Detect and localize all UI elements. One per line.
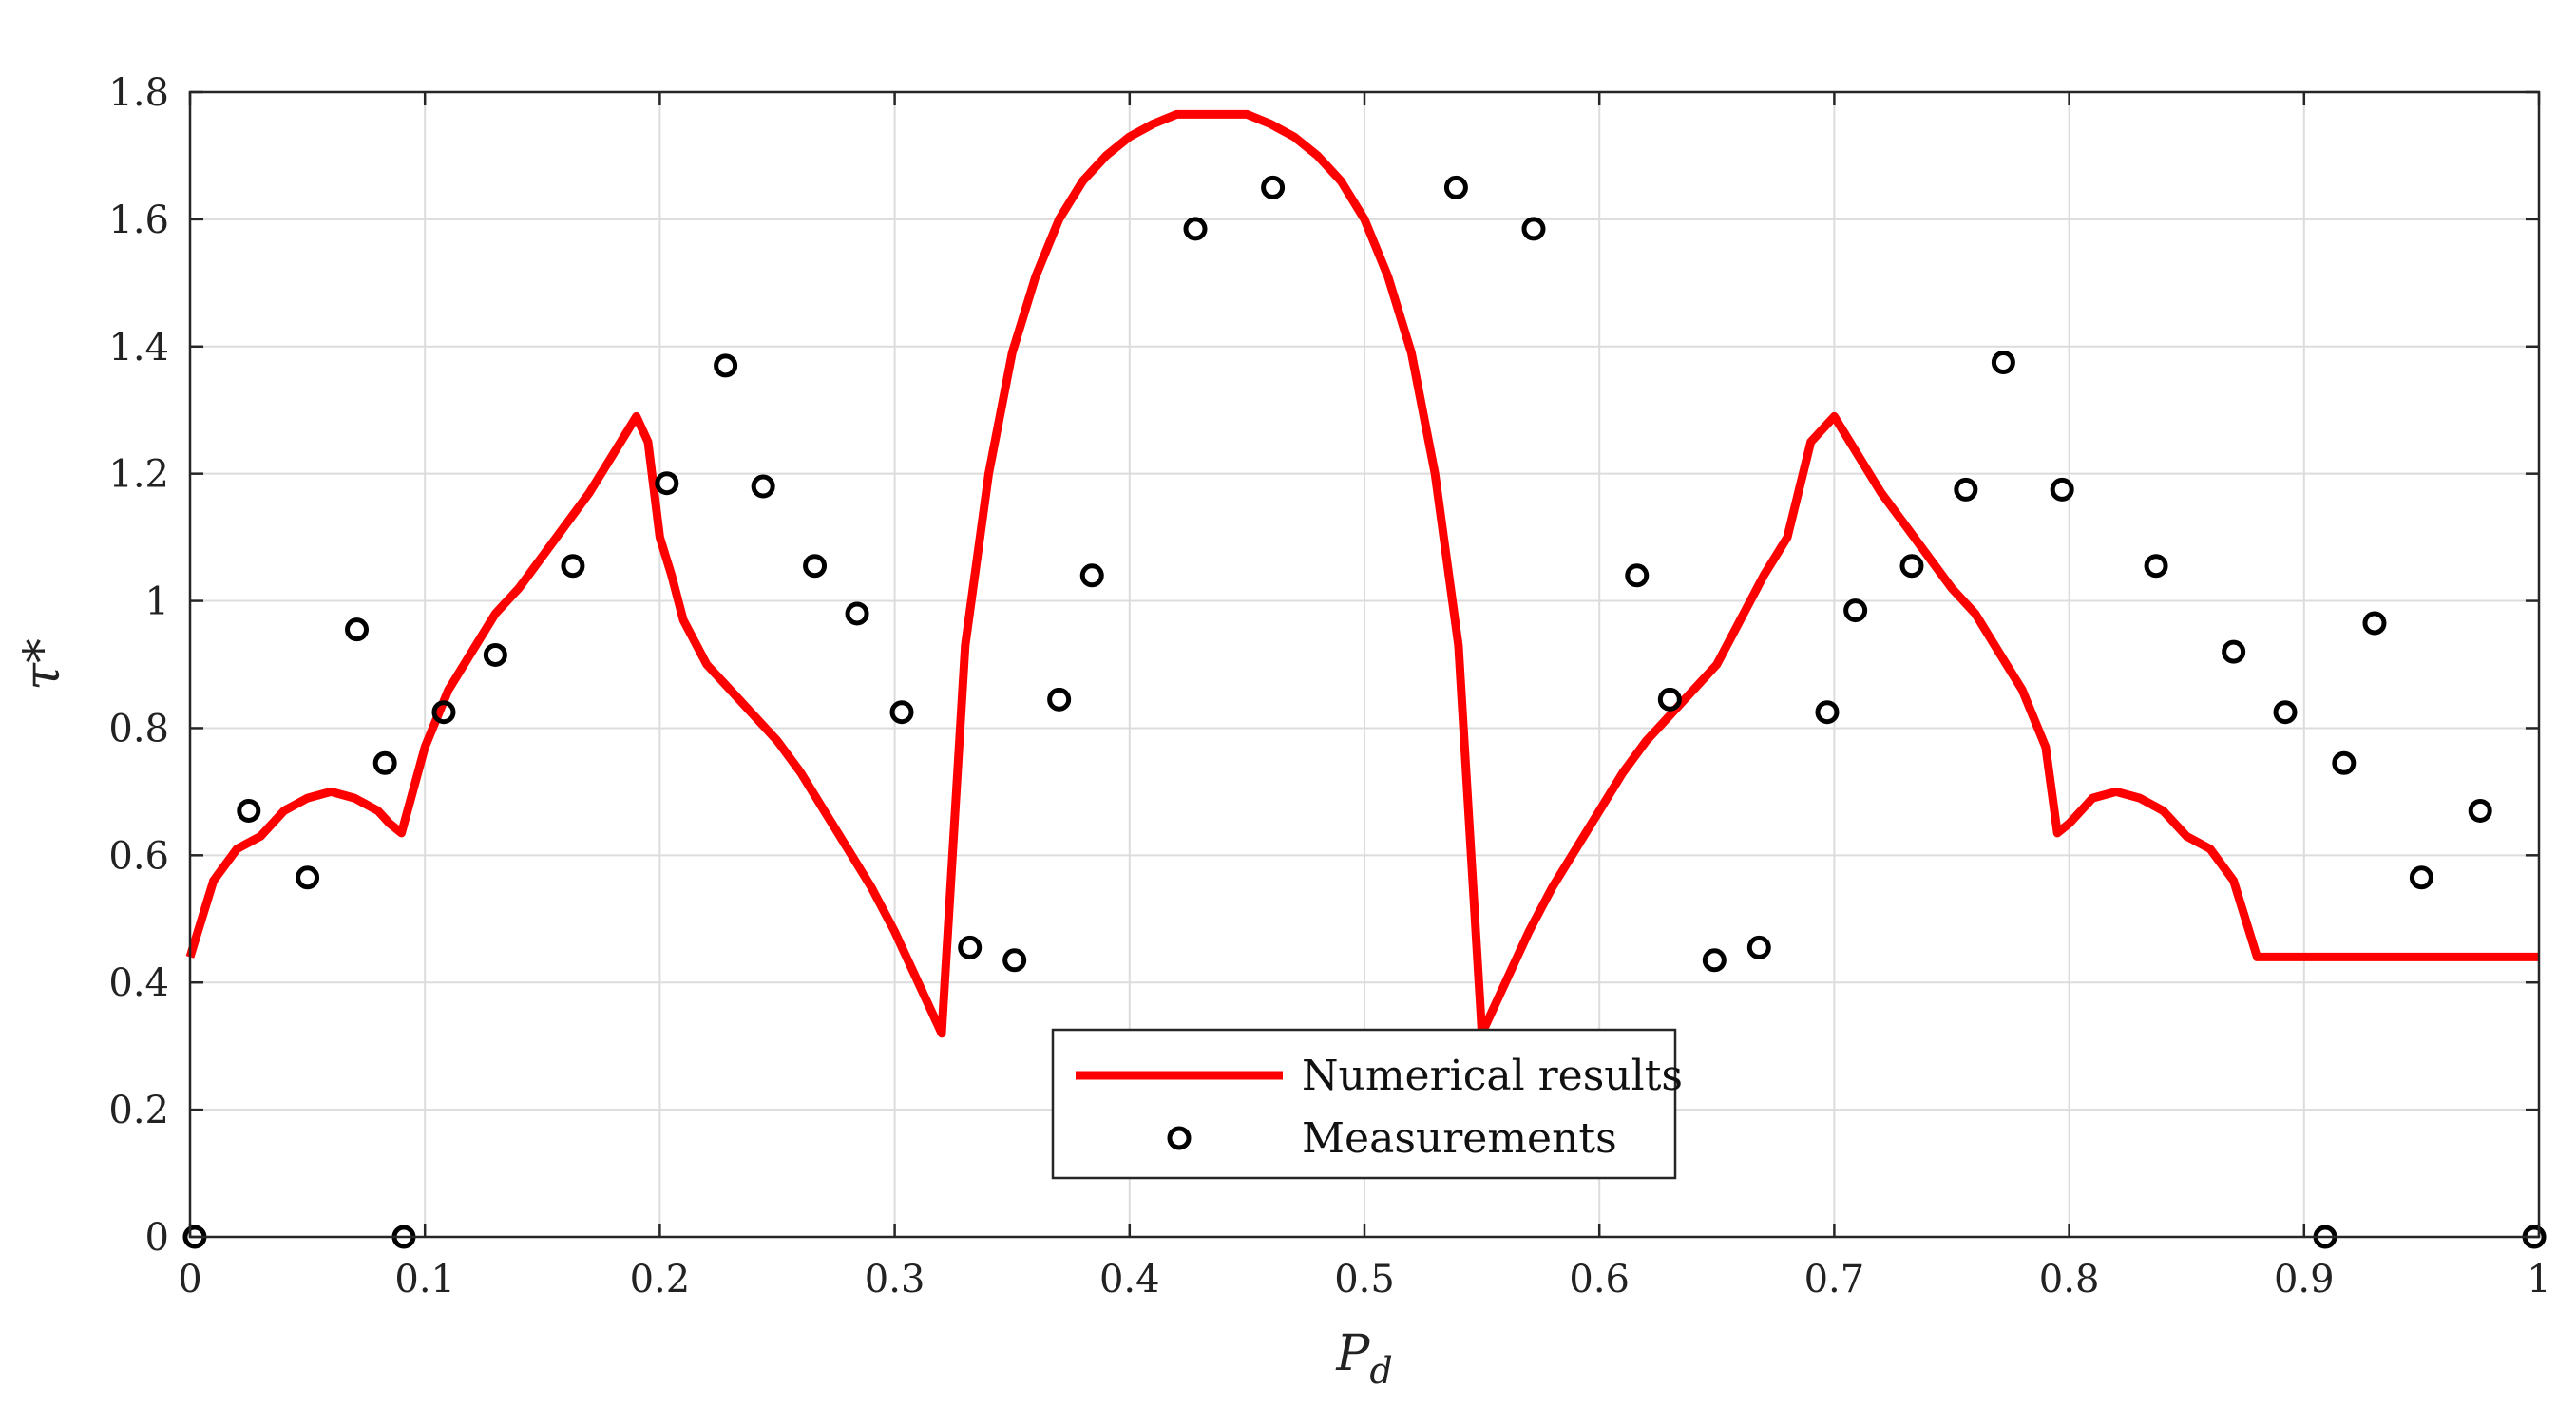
y-tick-labels: 0 0.2 0.4 0.6 0.8 1 1.2 1.4 1.6 1.8 <box>108 71 169 1260</box>
measurement-point <box>1815 700 1840 725</box>
measurement-point <box>2468 798 2492 823</box>
measurement-point <box>561 554 585 579</box>
measurement-point <box>2222 639 2246 664</box>
measurement-point <box>1746 935 1771 959</box>
legend-label-measurements: Measurements <box>1302 1114 1617 1163</box>
x-tick-label: 0.2 <box>630 1258 691 1301</box>
measurement-point <box>803 554 828 579</box>
measurement-point <box>1261 175 1286 199</box>
y-tick-label: 0.6 <box>108 834 169 878</box>
measurement-point <box>1843 598 1868 623</box>
measurement-point <box>1079 563 1104 588</box>
measurement-point <box>1047 687 1072 712</box>
measurement-point <box>655 471 679 496</box>
measurement-point <box>714 353 738 378</box>
legend: Numerical results Measurements <box>1051 1028 1683 1180</box>
measurement-point <box>431 700 456 725</box>
x-tick-label: 0.5 <box>1334 1258 1395 1301</box>
legend-label-numerical-results: Numerical results <box>1302 1052 1683 1100</box>
measurement-point <box>345 617 370 642</box>
measurement-point <box>1002 948 1027 973</box>
measurement-point <box>1954 477 1978 502</box>
x-tick-label: 0.1 <box>394 1258 455 1301</box>
measurement-point <box>751 474 775 499</box>
measurement-point <box>1183 217 1208 241</box>
y-tick-label: 1.6 <box>108 199 169 242</box>
x-tick-labels: 0 0.1 0.2 0.3 0.4 0.5 0.6 0.7 0.8 0.9 1 <box>178 1258 2550 1301</box>
y-tick-label: 1.4 <box>108 326 169 370</box>
measurement-point <box>2362 611 2387 636</box>
x-tick-label: 0 <box>178 1258 201 1301</box>
y-tick-label: 0.2 <box>108 1089 169 1132</box>
measurement-point <box>1991 351 2015 375</box>
measurement-point <box>296 865 320 890</box>
measurement-point <box>483 642 507 667</box>
ticks <box>188 90 2541 1239</box>
x-tick-label: 0.4 <box>1099 1258 1160 1301</box>
x-tick-label: 0.6 <box>1569 1258 1630 1301</box>
x-tick-label: 1 <box>2527 1258 2550 1301</box>
y-tick-label: 1.8 <box>108 71 169 115</box>
measurement-point <box>2273 700 2298 725</box>
y-tick-label: 0.8 <box>108 707 169 750</box>
measurement-point <box>2332 750 2357 775</box>
numerical-results-line <box>185 109 2539 1038</box>
measurement-point <box>889 700 914 725</box>
x-tick-label: 0.3 <box>865 1258 925 1301</box>
measurement-point <box>2050 477 2074 502</box>
measurement-point <box>1657 687 1682 712</box>
y-tick-label: 1 <box>145 580 169 624</box>
x-tick-label: 0.7 <box>1804 1258 1865 1301</box>
measurement-point <box>2409 865 2433 890</box>
legend-marker-swatch <box>1167 1126 1192 1150</box>
measurements-series <box>182 175 2547 1249</box>
measurement-point <box>958 935 983 959</box>
x-tick-label: 0.8 <box>2039 1258 2100 1301</box>
y-tick-label: 0 <box>145 1216 169 1260</box>
measurement-point <box>372 750 397 775</box>
measurement-point <box>1625 563 1650 588</box>
y-tick-label: 0.4 <box>108 961 169 1005</box>
legend-box <box>1051 1028 1677 1180</box>
measurement-point <box>1521 217 1546 241</box>
measurement-point <box>845 601 869 626</box>
measurement-point <box>1702 948 1727 973</box>
numerical-results-series <box>185 109 2539 1038</box>
measurement-point <box>237 798 261 823</box>
measurement-point <box>1443 175 1468 199</box>
measurement-point <box>2144 554 2168 579</box>
measurement-point <box>1899 554 1924 579</box>
y-tick-label: 1.2 <box>108 453 169 497</box>
x-tick-label: 0.9 <box>2274 1258 2335 1301</box>
x-axis-label: Pd <box>1335 1325 1392 1392</box>
y-axis-label: τ* <box>14 638 71 691</box>
